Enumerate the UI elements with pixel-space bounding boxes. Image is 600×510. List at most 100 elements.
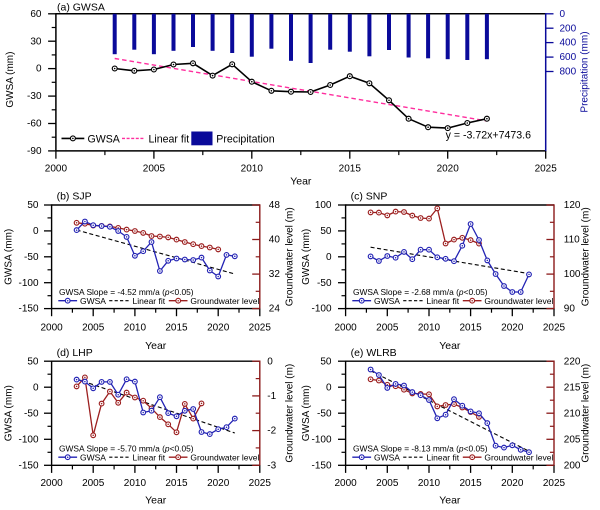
svg-text:GWSA Slope = -4.52 mm/a (p<0.0: GWSA Slope = -4.52 mm/a (p<0.05) [59, 287, 194, 297]
svg-text:0: 0 [326, 252, 332, 263]
svg-text:Precipitation: Precipitation [216, 133, 274, 145]
svg-text:Linear fit: Linear fit [427, 296, 460, 306]
svg-text:2000: 2000 [40, 478, 63, 489]
svg-text:0: 0 [33, 382, 39, 393]
svg-text:2025: 2025 [543, 478, 566, 489]
svg-text:Groundwater level: Groundwater level [484, 296, 553, 306]
svg-text:2000: 2000 [334, 323, 357, 334]
svg-text:GWSA Slope = -5.70 mm/a (p<0.0: GWSA Slope = -5.70 mm/a (p<0.05) [59, 443, 194, 453]
svg-text:Precipitation (mm): Precipitation (mm) [580, 31, 591, 112]
svg-text:50: 50 [27, 356, 39, 367]
svg-text:-100: -100 [311, 434, 331, 445]
svg-text:-50: -50 [24, 408, 39, 419]
svg-text:0: 0 [326, 382, 332, 393]
svg-text:GWSA: GWSA [80, 452, 106, 462]
svg-text:-150: -150 [18, 460, 38, 471]
svg-text:400: 400 [560, 38, 577, 49]
svg-text:2020: 2020 [207, 323, 230, 334]
svg-text:-50: -50 [317, 278, 332, 289]
svg-text:30: 30 [30, 36, 42, 47]
svg-text:GWSA (mm): GWSA (mm) [4, 229, 15, 285]
svg-text:GWSA Slope = -8.13 mm/a (p<0.0: GWSA Slope = -8.13 mm/a (p<0.05) [353, 443, 488, 453]
svg-text:GWSA (mm): GWSA (mm) [301, 229, 312, 285]
svg-text:-50: -50 [317, 408, 332, 419]
svg-text:210: 210 [564, 408, 581, 419]
svg-text:Groundwater level (m): Groundwater level (m) [285, 364, 296, 463]
svg-text:2025: 2025 [535, 164, 558, 175]
svg-text:200: 200 [560, 23, 577, 34]
svg-text:50: 50 [320, 226, 332, 237]
svg-text:-60: -60 [27, 119, 42, 130]
svg-text:50: 50 [27, 200, 39, 211]
svg-text:Year: Year [439, 340, 461, 352]
svg-text:48: 48 [269, 200, 281, 211]
svg-text:Groundwater level: Groundwater level [484, 452, 553, 462]
svg-text:2025: 2025 [543, 323, 566, 334]
svg-text:GWSA: GWSA [80, 296, 106, 306]
svg-text:-2: -2 [267, 426, 276, 437]
svg-text:2015: 2015 [339, 164, 362, 175]
svg-text:-30: -30 [27, 91, 42, 102]
svg-text:2010: 2010 [241, 164, 264, 175]
svg-text:GWSA (mm): GWSA (mm) [301, 385, 312, 441]
svg-text:(b) SJP: (b) SJP [57, 191, 92, 203]
svg-text:GWSA: GWSA [88, 133, 121, 145]
svg-text:32: 32 [269, 269, 281, 280]
svg-text:Groundwater level: Groundwater level [190, 296, 259, 306]
svg-text:0: 0 [560, 9, 566, 20]
svg-text:2025: 2025 [249, 323, 272, 334]
svg-text:2025: 2025 [249, 478, 272, 489]
svg-text:-150: -150 [18, 304, 38, 315]
svg-text:(a) GWSA: (a) GWSA [57, 2, 105, 14]
svg-text:600: 600 [560, 52, 577, 63]
svg-text:0: 0 [33, 226, 39, 237]
svg-text:40: 40 [269, 235, 281, 246]
svg-text:-1: -1 [267, 391, 276, 402]
svg-text:2000: 2000 [45, 164, 68, 175]
svg-text:2020: 2020 [501, 323, 524, 334]
svg-text:2010: 2010 [418, 323, 441, 334]
svg-text:(c) SNP: (c) SNP [351, 191, 388, 203]
svg-text:Linear fit: Linear fit [133, 452, 166, 462]
svg-text:2010: 2010 [124, 478, 147, 489]
svg-text:2005: 2005 [143, 164, 166, 175]
svg-text:0: 0 [267, 356, 273, 367]
svg-text:Groundwater level (m): Groundwater level (m) [581, 207, 592, 306]
svg-text:800: 800 [560, 67, 577, 78]
svg-text:Linear fit: Linear fit [133, 296, 166, 306]
svg-text:2020: 2020 [437, 164, 460, 175]
svg-text:2015: 2015 [165, 323, 188, 334]
svg-text:(d) LHP: (d) LHP [57, 347, 93, 359]
svg-text:2010: 2010 [418, 478, 441, 489]
svg-text:100: 100 [315, 200, 332, 211]
svg-text:110: 110 [564, 235, 580, 246]
svg-text:2005: 2005 [376, 478, 399, 489]
svg-text:2015: 2015 [165, 478, 188, 489]
svg-text:2020: 2020 [501, 478, 524, 489]
svg-text:2020: 2020 [207, 478, 230, 489]
svg-text:GWSA: GWSA [374, 452, 400, 462]
svg-text:GWSA (mm): GWSA (mm) [4, 385, 15, 441]
svg-text:2000: 2000 [334, 478, 357, 489]
svg-text:100: 100 [564, 269, 581, 280]
svg-text:Year: Year [290, 176, 312, 188]
svg-text:120: 120 [564, 200, 581, 211]
svg-text:GWSA Slope = -2.68 mm/a (p<0.0: GWSA Slope = -2.68 mm/a (p<0.05) [353, 287, 488, 297]
svg-text:2005: 2005 [82, 323, 105, 334]
svg-text:50: 50 [320, 356, 332, 367]
svg-text:Linear fit: Linear fit [427, 452, 460, 462]
svg-text:2010: 2010 [124, 323, 147, 334]
svg-text:Groundwater level (m): Groundwater level (m) [285, 207, 296, 306]
svg-text:90: 90 [564, 304, 576, 315]
svg-text:-90: -90 [27, 146, 42, 157]
svg-text:-100: -100 [18, 434, 38, 445]
svg-text:Linear fit: Linear fit [149, 133, 190, 145]
svg-text:Year: Year [439, 495, 461, 507]
svg-text:215: 215 [564, 382, 581, 393]
svg-text:Year: Year [145, 495, 167, 507]
svg-text:2015: 2015 [459, 478, 482, 489]
svg-text:-150: -150 [311, 460, 331, 471]
svg-text:220: 220 [564, 356, 581, 367]
svg-text:2015: 2015 [459, 323, 482, 334]
svg-text:60: 60 [30, 9, 42, 20]
